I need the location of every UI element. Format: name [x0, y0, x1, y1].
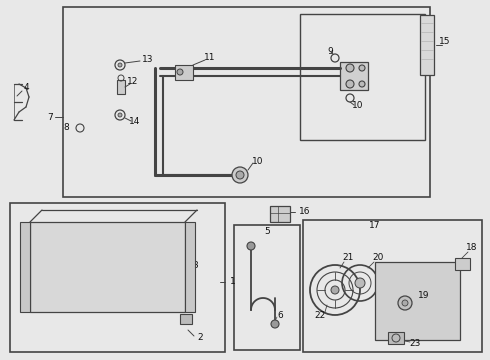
- Text: 8: 8: [63, 123, 69, 132]
- Text: 1: 1: [230, 278, 236, 287]
- Text: 12: 12: [127, 77, 139, 86]
- Circle shape: [359, 65, 365, 71]
- Polygon shape: [375, 262, 460, 340]
- Bar: [388, 332, 404, 344]
- Bar: [175, 65, 193, 80]
- Bar: [20, 222, 30, 312]
- Bar: [455, 258, 470, 270]
- Ellipse shape: [420, 13, 434, 18]
- Bar: [10, 203, 225, 352]
- Text: 7: 7: [47, 112, 53, 122]
- Text: 18: 18: [466, 243, 478, 252]
- Text: 21: 21: [343, 253, 354, 262]
- Text: 22: 22: [315, 310, 326, 320]
- Circle shape: [247, 242, 255, 250]
- Text: 2: 2: [197, 333, 203, 342]
- Bar: [303, 220, 482, 352]
- Polygon shape: [30, 222, 185, 312]
- Circle shape: [236, 171, 244, 179]
- Text: 13: 13: [142, 55, 154, 64]
- Circle shape: [118, 63, 122, 67]
- Bar: [185, 222, 195, 312]
- Text: 3: 3: [192, 261, 198, 270]
- Circle shape: [232, 167, 248, 183]
- Circle shape: [398, 296, 412, 310]
- Circle shape: [359, 81, 365, 87]
- Text: 9: 9: [327, 46, 333, 55]
- Bar: [63, 7, 430, 197]
- Bar: [117, 80, 125, 94]
- Text: 17: 17: [369, 221, 381, 230]
- Text: 15: 15: [439, 37, 451, 46]
- Bar: [340, 62, 368, 90]
- Text: 16: 16: [299, 207, 311, 216]
- Circle shape: [331, 286, 339, 294]
- Text: 6: 6: [277, 310, 283, 320]
- Text: 11: 11: [204, 54, 216, 63]
- Text: 5: 5: [264, 228, 270, 237]
- Text: 14: 14: [129, 117, 141, 126]
- Circle shape: [118, 113, 122, 117]
- Bar: [420, 15, 434, 75]
- Bar: [270, 206, 290, 222]
- Bar: [300, 14, 425, 140]
- Circle shape: [402, 300, 408, 306]
- Circle shape: [177, 69, 183, 75]
- Bar: [234, 225, 300, 350]
- Text: 10: 10: [352, 102, 364, 111]
- Text: 4: 4: [23, 84, 29, 93]
- Ellipse shape: [420, 72, 434, 77]
- Text: 23: 23: [409, 338, 421, 347]
- Circle shape: [346, 64, 354, 72]
- Text: 10: 10: [252, 158, 264, 166]
- Circle shape: [355, 278, 365, 288]
- Circle shape: [271, 320, 279, 328]
- Text: 20: 20: [372, 253, 384, 262]
- Circle shape: [346, 80, 354, 88]
- Text: 19: 19: [418, 291, 430, 300]
- Bar: [180, 314, 192, 324]
